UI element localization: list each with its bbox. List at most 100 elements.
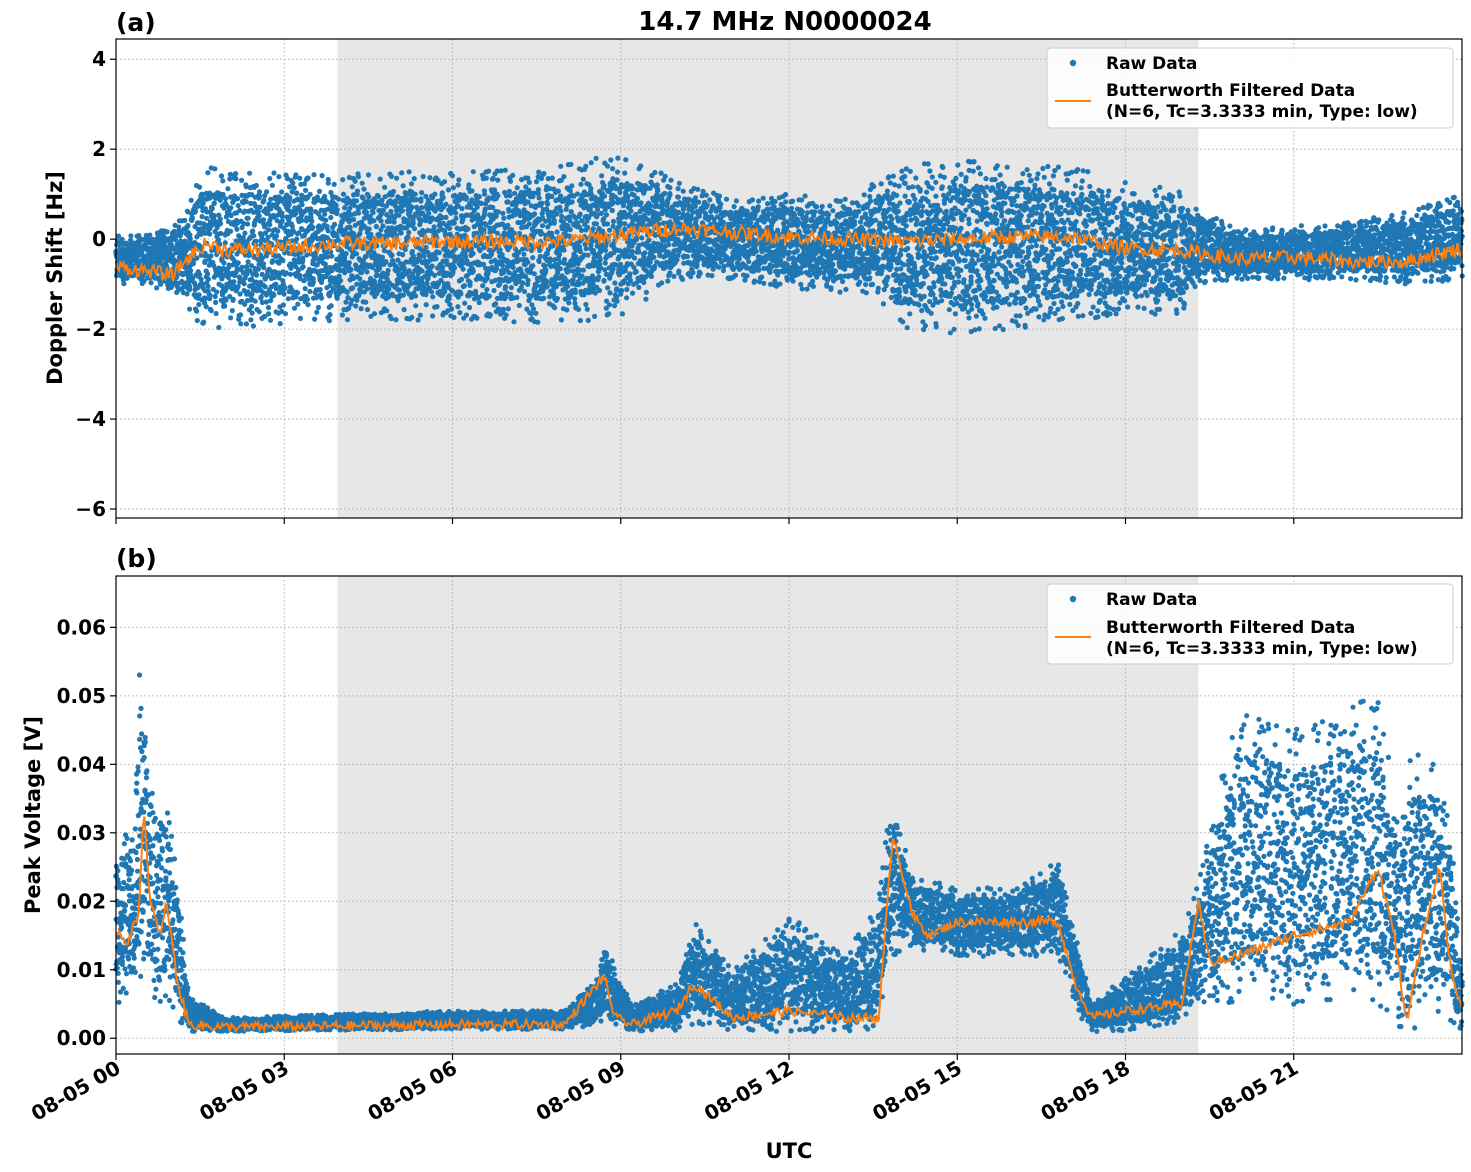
raw-data-point	[496, 209, 501, 214]
raw-data-point	[306, 175, 311, 180]
raw-data-point	[374, 224, 379, 229]
raw-data-point	[354, 251, 359, 256]
raw-data-point	[659, 280, 664, 285]
raw-data-point	[464, 312, 469, 317]
raw-data-point	[259, 294, 264, 299]
raw-data-point	[471, 269, 476, 274]
raw-data-point	[230, 308, 235, 313]
figure-title: 14.7 MHz N0000024	[638, 7, 931, 37]
raw-data-point	[480, 283, 485, 288]
raw-data-point	[459, 277, 464, 282]
raw-data-point	[424, 302, 429, 307]
raw-data-point	[244, 321, 249, 326]
raw-data-point	[342, 270, 347, 275]
raw-data-point	[270, 183, 275, 188]
raw-data-point	[449, 306, 454, 311]
raw-data-point	[778, 258, 783, 263]
raw-data-point	[569, 183, 574, 188]
raw-data-point	[327, 318, 332, 323]
raw-data-point	[799, 197, 804, 202]
raw-data-point	[418, 199, 423, 204]
raw-data-point	[299, 218, 304, 223]
raw-data-point	[427, 175, 432, 180]
raw-data-point	[676, 186, 681, 191]
raw-data-point	[467, 305, 472, 310]
raw-data-point	[493, 301, 498, 306]
raw-data-point	[254, 183, 259, 188]
raw-data-point	[205, 170, 210, 175]
raw-data-point	[216, 325, 221, 330]
raw-data-point	[697, 214, 702, 219]
raw-data-point	[737, 256, 742, 261]
raw-data-point	[370, 210, 375, 215]
raw-data-point	[329, 303, 334, 308]
raw-data-point	[575, 191, 580, 196]
raw-data-point	[247, 171, 252, 176]
raw-data-point	[411, 219, 416, 224]
raw-data-point	[208, 253, 213, 258]
raw-data-point	[218, 231, 223, 236]
raw-data-point	[326, 181, 331, 186]
raw-data-point	[447, 226, 452, 231]
raw-data-point	[430, 313, 435, 318]
raw-data-point	[273, 282, 278, 287]
raw-data-point	[533, 311, 538, 316]
raw-data-point	[327, 312, 332, 317]
raw-data-point	[279, 189, 284, 194]
raw-data-point	[521, 252, 526, 257]
raw-data-point	[197, 185, 202, 190]
raw-data-point	[756, 204, 761, 209]
raw-data-point	[615, 177, 620, 182]
raw-data-point	[406, 230, 411, 235]
raw-data-point	[652, 170, 657, 175]
raw-data-point	[409, 205, 414, 210]
raw-data-point	[627, 271, 632, 276]
raw-data-point	[324, 224, 329, 229]
raw-data-point	[210, 206, 215, 211]
raw-data-point	[208, 293, 213, 298]
raw-data-point	[281, 292, 286, 297]
raw-data-point	[354, 298, 359, 303]
raw-data-point	[397, 288, 402, 293]
raw-data-point	[288, 272, 293, 277]
raw-data-point	[615, 169, 620, 174]
raw-data-point	[432, 192, 437, 197]
raw-data-point	[461, 267, 466, 272]
raw-data-point	[495, 178, 500, 183]
raw-data-point	[565, 284, 570, 289]
raw-data-point	[610, 166, 615, 171]
raw-data-point	[578, 182, 583, 187]
raw-data-point	[759, 275, 764, 280]
raw-data-point	[589, 160, 594, 165]
raw-data-point	[337, 274, 342, 279]
raw-data-point	[290, 181, 295, 186]
raw-data-point	[187, 307, 192, 312]
raw-data-point	[301, 264, 306, 269]
raw-data-point	[690, 210, 695, 215]
raw-data-point	[389, 316, 394, 321]
raw-data-point	[345, 317, 350, 322]
raw-data-point	[314, 310, 319, 315]
raw-data-point	[773, 199, 778, 204]
raw-data-point	[604, 212, 609, 217]
raw-data-point	[332, 222, 337, 227]
raw-data-point	[185, 223, 190, 228]
raw-data-point	[632, 255, 637, 260]
raw-data-point	[655, 188, 660, 193]
raw-data-point	[228, 229, 233, 234]
raw-data-point	[365, 307, 370, 312]
raw-data-point	[317, 189, 322, 194]
raw-data-point	[565, 279, 570, 284]
raw-data-point	[643, 297, 648, 302]
raw-data-point	[420, 280, 425, 285]
raw-data-point	[409, 315, 414, 320]
raw-data-point	[591, 226, 596, 231]
raw-data-point	[348, 267, 353, 272]
raw-data-point	[347, 206, 352, 211]
raw-data-point	[413, 293, 418, 298]
raw-data-point	[239, 178, 244, 183]
raw-data-point	[355, 192, 360, 197]
raw-data-point	[761, 281, 766, 286]
raw-data-point	[197, 272, 202, 277]
